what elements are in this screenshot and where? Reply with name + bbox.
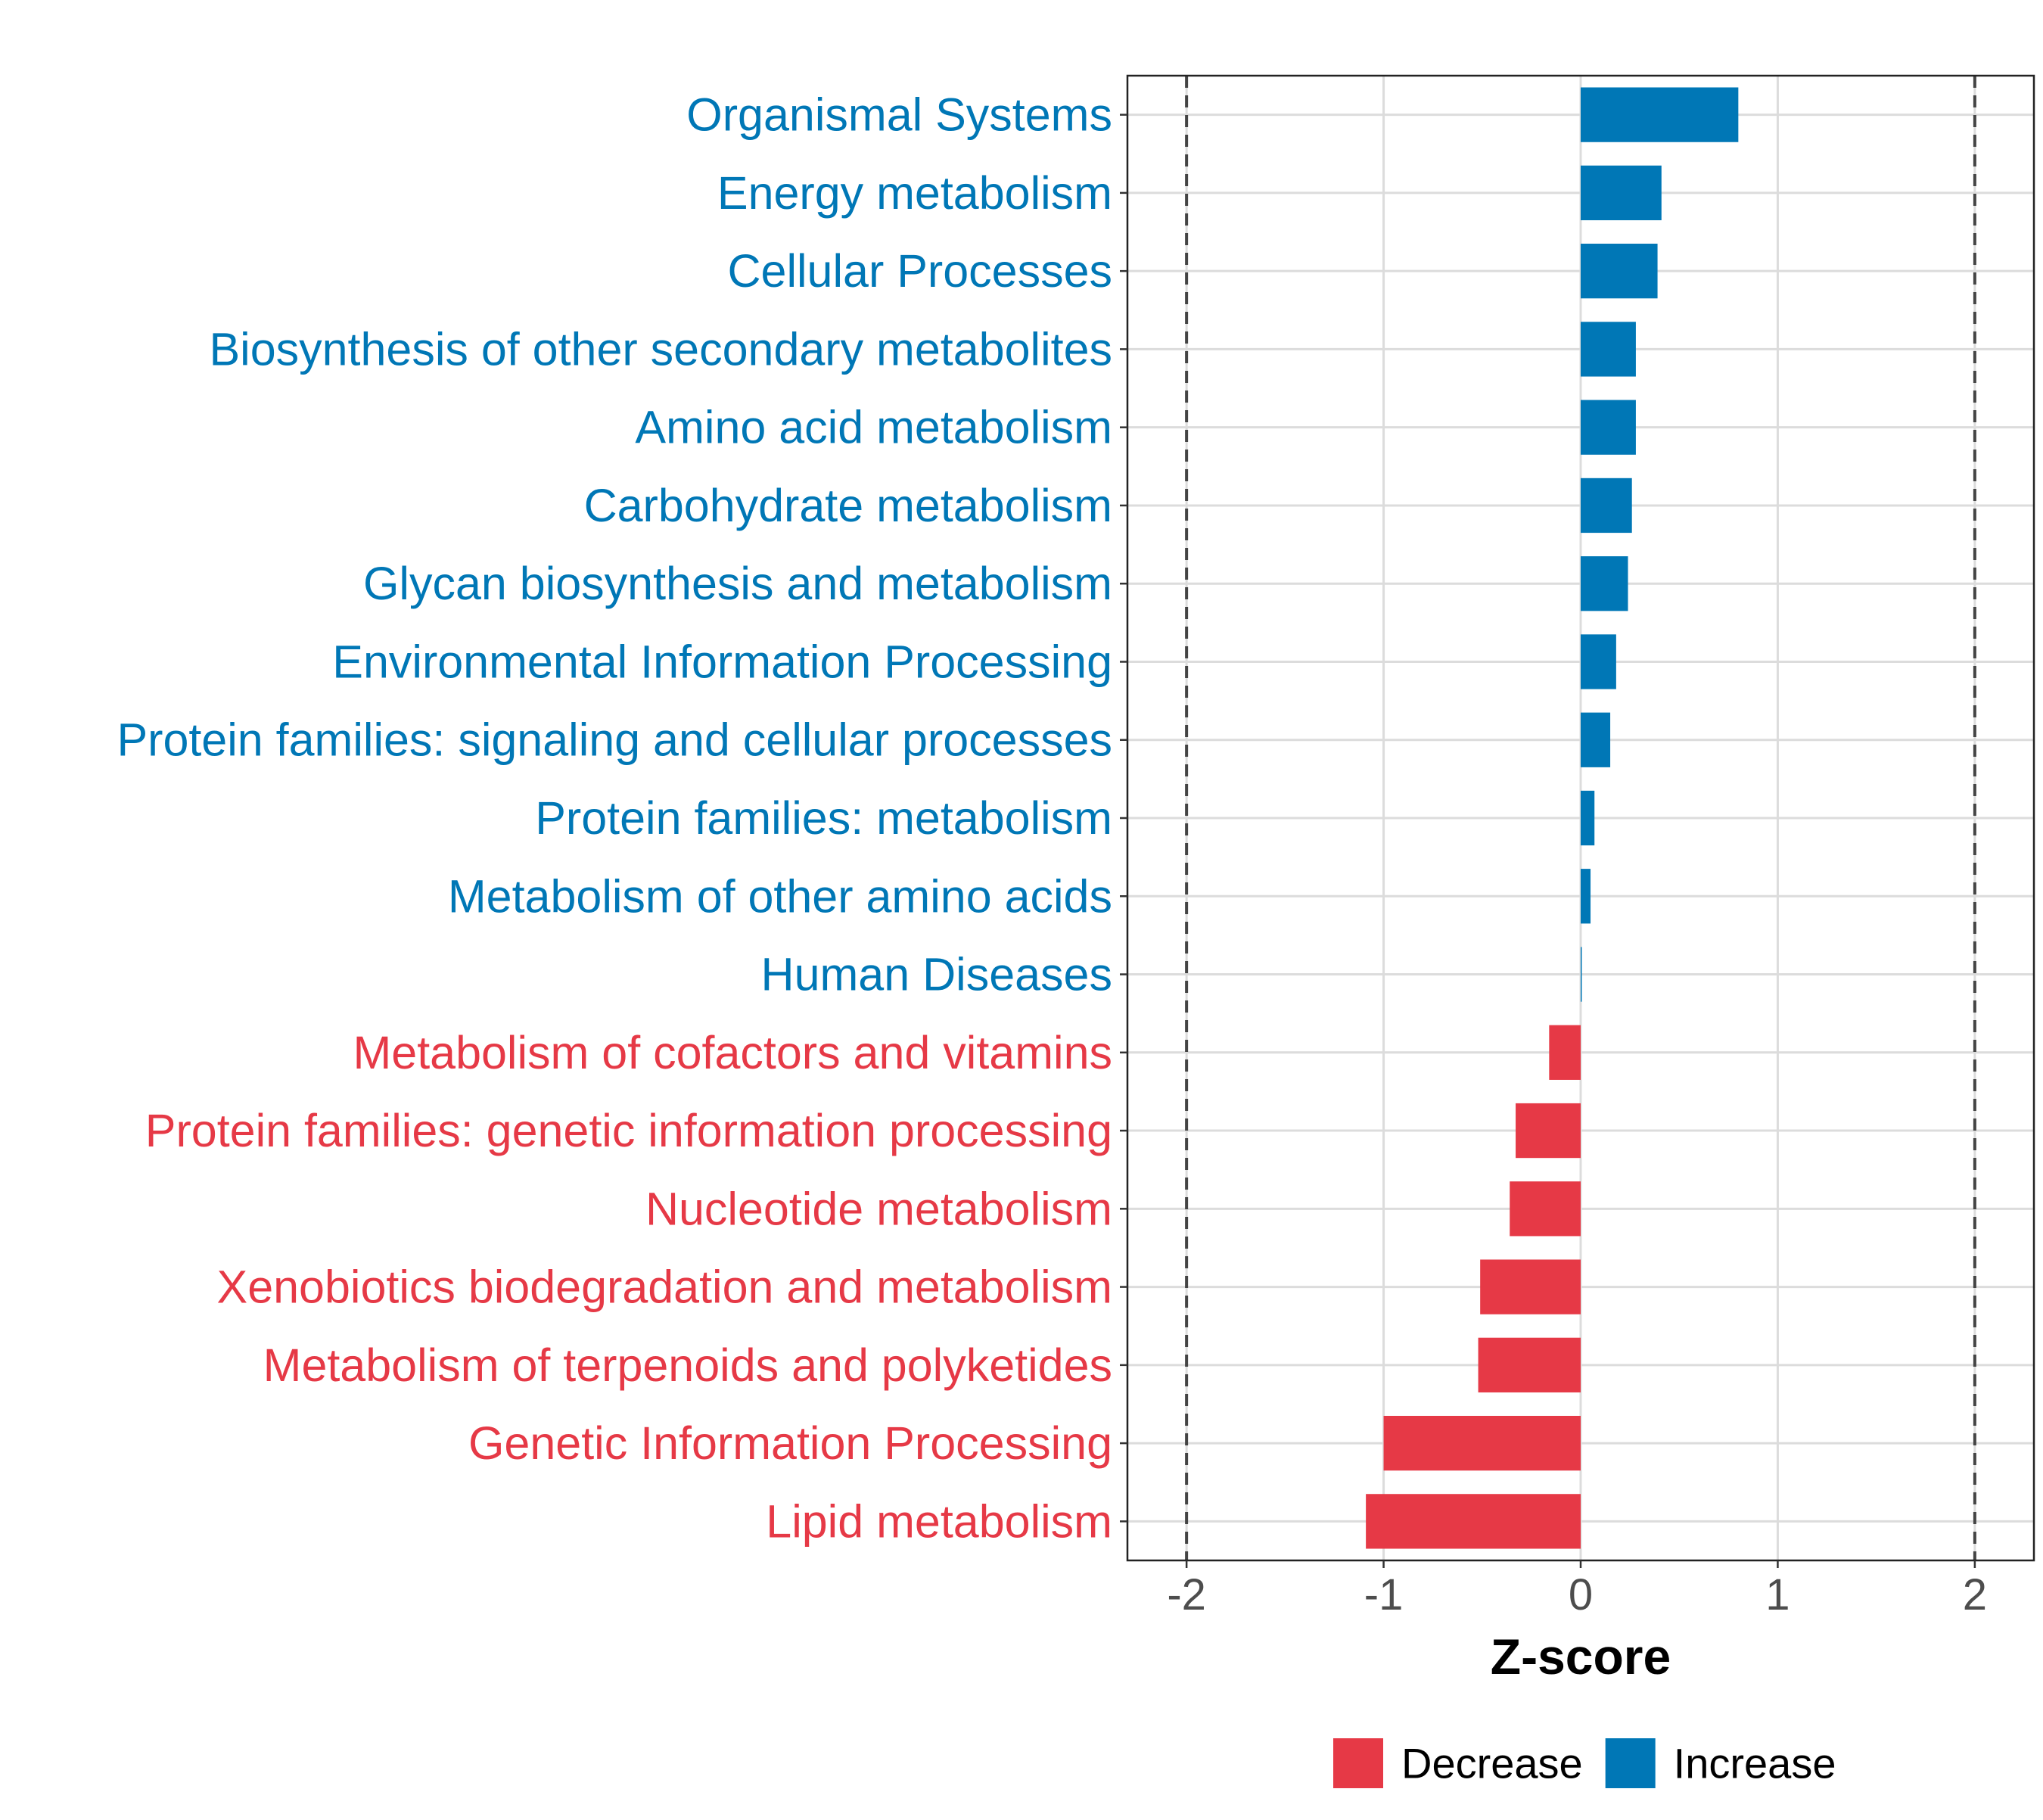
bar xyxy=(1581,165,1662,221)
legend-swatch xyxy=(1333,1738,1383,1788)
x-tick-label: -2 xyxy=(1167,1570,1206,1619)
bar xyxy=(1581,947,1582,1002)
y-tick-label: Xenobiotics biodegradation and metabolis… xyxy=(217,1262,1112,1313)
y-tick-label: Energy metabolism xyxy=(717,167,1112,219)
legend-label: Increase xyxy=(1674,1740,1836,1787)
bar xyxy=(1581,712,1611,767)
bar xyxy=(1510,1181,1581,1237)
bar xyxy=(1581,634,1616,689)
bar xyxy=(1581,478,1632,534)
y-tick-label: Organismal Systems xyxy=(686,89,1112,141)
bar xyxy=(1581,244,1658,299)
x-tick-label: 1 xyxy=(1765,1570,1790,1619)
bar xyxy=(1581,87,1739,142)
y-tick-label: Amino acid metabolism xyxy=(635,402,1112,453)
y-tick-label: Genetic Information Processing xyxy=(468,1417,1112,1469)
bar xyxy=(1480,1259,1581,1314)
y-tick-label: Metabolism of other amino acids xyxy=(448,870,1112,922)
y-tick-label: Cellular Processes xyxy=(727,245,1112,297)
y-tick-label: Metabolism of terpenoids and polyketides xyxy=(263,1339,1112,1391)
y-tick-label: Biosynthesis of other secondary metaboli… xyxy=(209,323,1112,375)
y-tick-label: Protein families: signaling and cellular… xyxy=(117,714,1112,766)
x-axis-title: Z-score xyxy=(1491,1629,1671,1685)
y-tick-label: Carbohydrate metabolism xyxy=(584,480,1112,531)
y-tick-label: Nucleotide metabolism xyxy=(645,1183,1112,1234)
y-tick-label: Metabolism of cofactors and vitamins xyxy=(353,1027,1112,1078)
x-tick-label: 0 xyxy=(1569,1570,1593,1619)
bar xyxy=(1366,1494,1581,1549)
bar xyxy=(1549,1025,1581,1080)
bar xyxy=(1516,1103,1581,1159)
y-tick-label: Protein families: metabolism xyxy=(535,792,1112,844)
bar xyxy=(1581,556,1628,611)
bar xyxy=(1581,400,1636,455)
y-tick-label: Lipid metabolism xyxy=(766,1495,1112,1547)
bar xyxy=(1478,1337,1581,1392)
y-tick-label: Protein families: genetic information pr… xyxy=(145,1105,1112,1156)
bar xyxy=(1581,869,1591,924)
x-tick-label: 2 xyxy=(1963,1570,1987,1619)
bar xyxy=(1383,1415,1581,1471)
legend-swatch xyxy=(1605,1738,1656,1788)
y-tick-label: Environmental Information Processing xyxy=(332,636,1112,687)
bar xyxy=(1581,322,1636,377)
legend-label: Decrease xyxy=(1401,1740,1583,1787)
x-tick-label: -1 xyxy=(1364,1570,1404,1619)
y-tick-label: Glycan biosynthesis and metabolism xyxy=(363,558,1112,609)
bar xyxy=(1581,790,1595,846)
y-tick-label: Human Diseases xyxy=(761,949,1112,1000)
